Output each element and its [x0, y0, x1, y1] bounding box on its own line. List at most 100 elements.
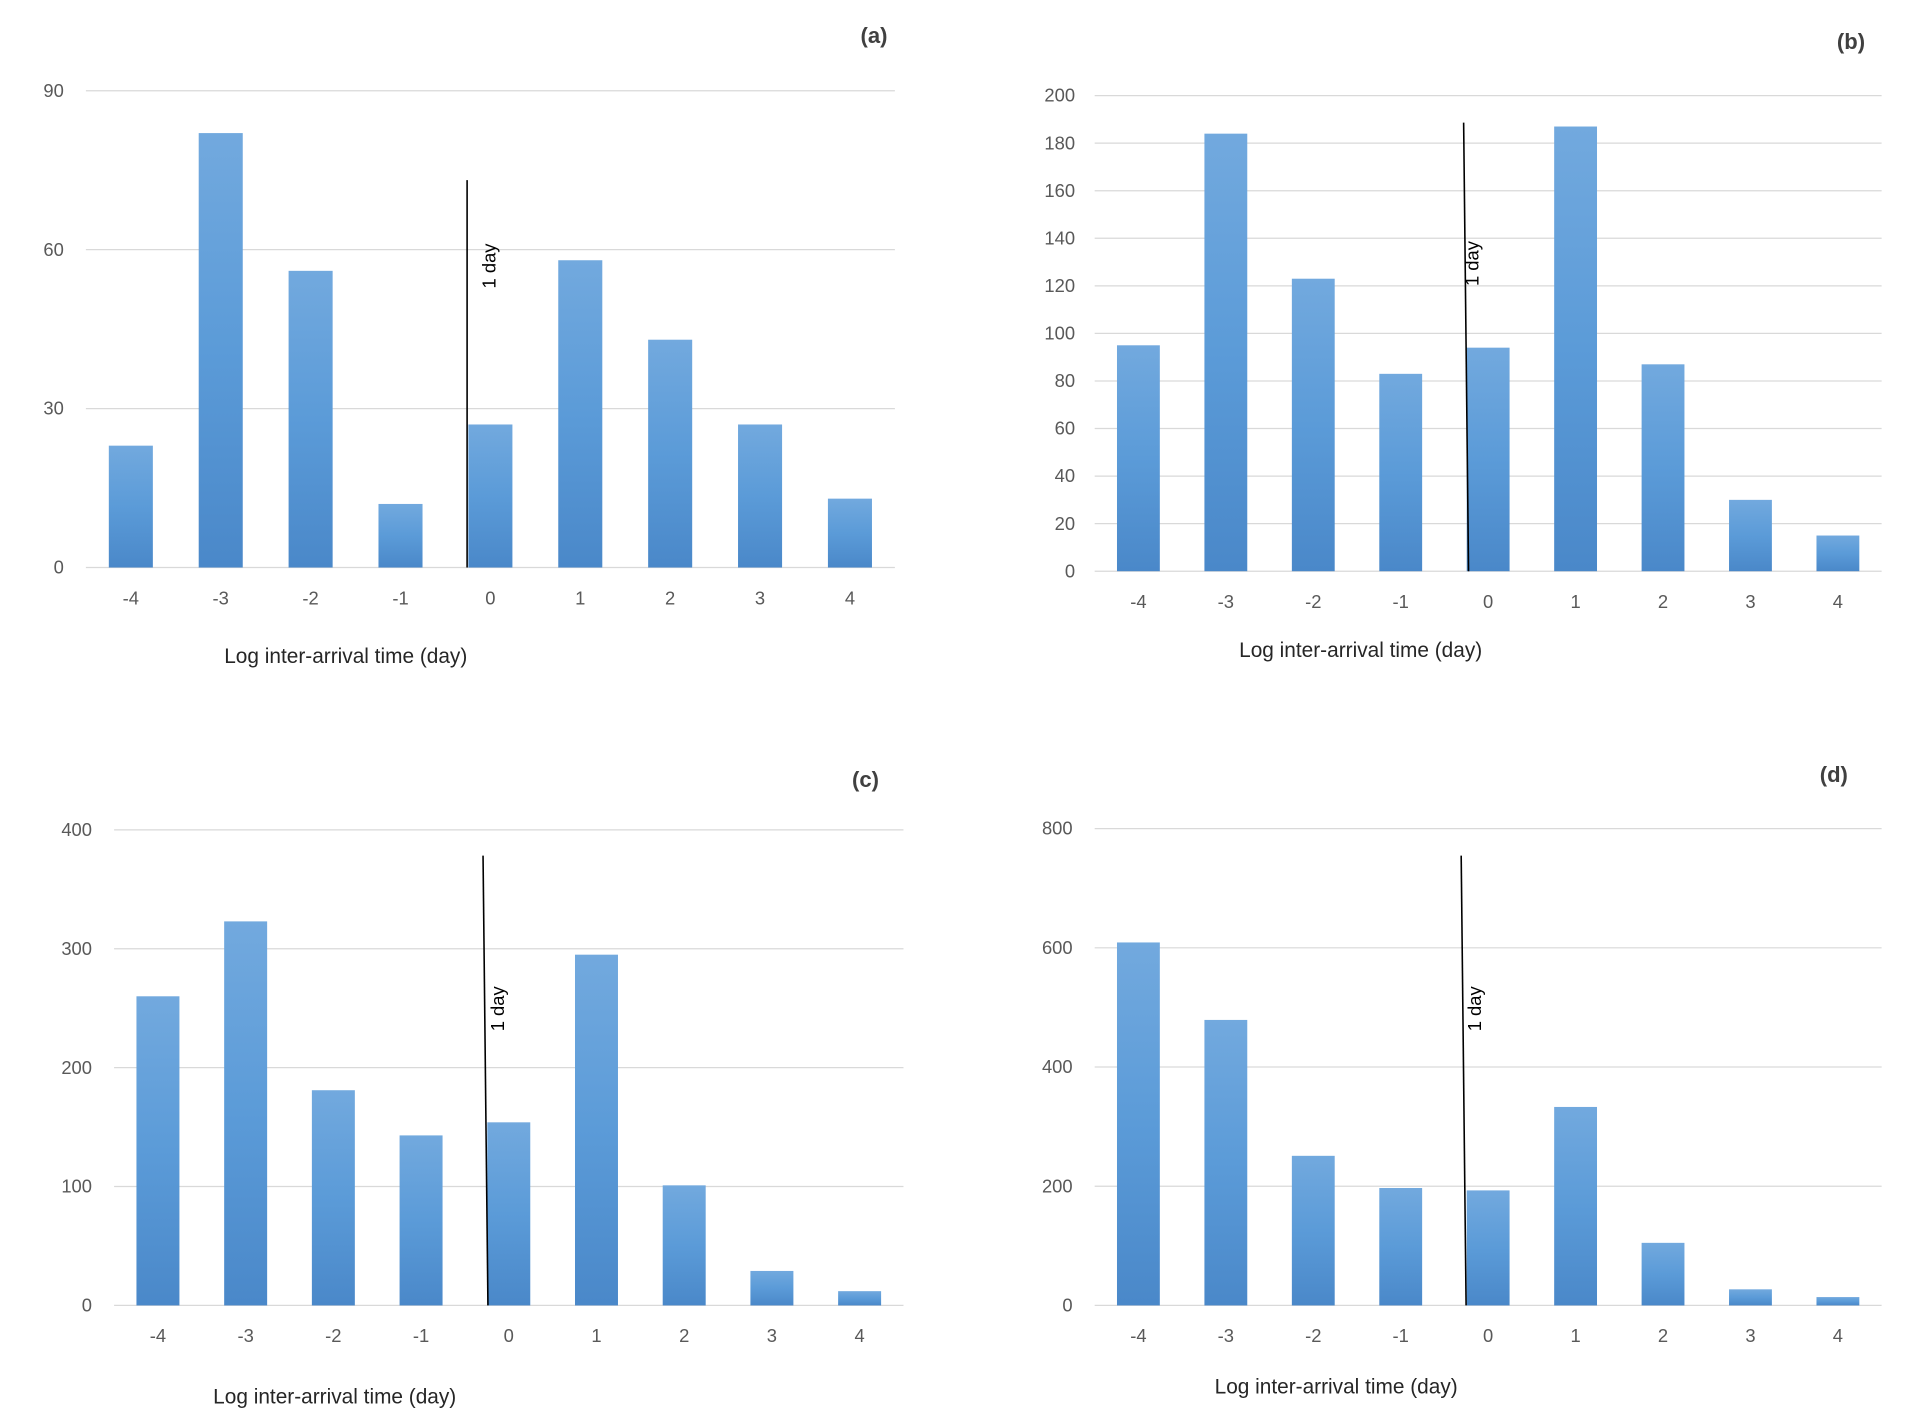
bar	[558, 260, 603, 568]
bar	[1466, 1190, 1510, 1306]
x-tick-label: -2	[302, 587, 318, 608]
bar	[750, 1270, 794, 1306]
y-tick-label: 0	[1062, 1295, 1072, 1316]
x-axis-title: Log inter-arrival time (day)	[1215, 1376, 1458, 1399]
bar	[108, 445, 153, 568]
x-tick-label: 2	[665, 587, 675, 608]
bar	[1379, 373, 1423, 572]
bar	[1729, 1289, 1772, 1306]
y-tick-label: 100	[61, 1176, 92, 1197]
y-tick-label: 400	[61, 819, 92, 840]
bar	[1291, 1155, 1335, 1306]
y-tick-label: 300	[61, 938, 92, 959]
bar	[1379, 1188, 1423, 1306]
y-tick-label: 200	[1042, 1175, 1073, 1196]
y-tick-label: 200	[1044, 85, 1075, 106]
y-tick-label: 0	[82, 1295, 92, 1316]
x-tick-label: -3	[1218, 591, 1234, 612]
x-tick-label: -4	[123, 587, 139, 608]
y-tick-label: 90	[43, 80, 63, 101]
x-tick-label: 4	[1833, 591, 1843, 612]
chart-panel-d: 0 200 400 600 800 -4 -3 -2 -1 0 1 2 3 4 1 day Log inter…	[1042, 762, 1882, 1399]
y-tick-label: 30	[43, 398, 63, 419]
y-tick-label: 400	[1042, 1056, 1073, 1077]
x-axis-title: Log inter-arrival time (day)	[1239, 639, 1482, 662]
bar	[487, 1122, 531, 1306]
bar	[1116, 942, 1160, 1306]
x-axis-title: Log inter-arrival time (day)	[213, 1385, 456, 1408]
x-axis-title: Log inter-arrival time (day)	[224, 645, 467, 668]
bar	[648, 339, 693, 568]
x-tick-label: -1	[1393, 591, 1409, 612]
x-tick-label: -1	[413, 1325, 429, 1346]
bar	[1466, 347, 1510, 572]
one-day-annotation: 1 day	[487, 986, 508, 1032]
x-tick-label: 3	[767, 1325, 777, 1346]
bar	[838, 1291, 882, 1306]
bar	[399, 1135, 443, 1306]
x-tick-label: 3	[1745, 1325, 1755, 1346]
y-tick-label: 0	[54, 557, 64, 578]
one-day-annotation: 1 day	[478, 243, 499, 289]
one-day-marker-line	[482, 855, 489, 1306]
panel-label: (c)	[852, 767, 879, 792]
bar	[1204, 133, 1248, 572]
x-tick-label: 3	[755, 587, 765, 608]
bar	[288, 270, 333, 568]
bar	[198, 133, 243, 568]
y-tick-label: 60	[1055, 418, 1075, 439]
x-tick-label: -4	[1130, 591, 1146, 612]
chart-panel-c: 0 100 200 300 400 -4 -3 -2 -1 0 1 2 3 4 1 day Log inter…	[61, 767, 904, 1408]
x-tick-label: -3	[213, 587, 229, 608]
x-tick-label: 1	[1570, 1325, 1580, 1346]
x-tick-label: 2	[1658, 1325, 1668, 1346]
y-tick-label: 80	[1055, 370, 1075, 391]
bar	[1816, 1297, 1860, 1306]
bar	[1291, 278, 1335, 572]
x-tick-label: 1	[575, 587, 585, 608]
one-day-marker-line	[1462, 122, 1470, 572]
x-tick-label: 2	[1658, 591, 1668, 612]
x-tick-label: -1	[392, 587, 408, 608]
y-tick-label: 140	[1044, 227, 1075, 248]
x-tick-label: 0	[485, 587, 495, 608]
bar	[468, 424, 513, 568]
panel-label: (d)	[1820, 762, 1848, 787]
bar	[1204, 1019, 1248, 1306]
x-tick-label: 1	[591, 1325, 601, 1346]
y-tick-label: 600	[1042, 937, 1073, 958]
chart-panel-a: 0 30 60 90 -4 -3 -2 -1 0 1 2 3 4 1 day Log inter-arriv…	[43, 23, 895, 668]
x-tick-label: -2	[1305, 1325, 1321, 1346]
chart-panel-b: 0 20 40 60 80 100 120 140 160 180 200 -4 -3 -2 -1 0 1 2 3 4…	[1044, 29, 1882, 662]
bar	[1116, 345, 1160, 572]
y-tick-label: 200	[61, 1057, 92, 1078]
bar	[1554, 1106, 1598, 1306]
bar	[662, 1185, 706, 1306]
y-tick-label: 20	[1055, 513, 1075, 534]
y-tick-label: 100	[1044, 323, 1075, 344]
x-tick-label: -1	[1393, 1325, 1409, 1346]
y-tick-label: 180	[1044, 132, 1075, 153]
x-tick-label: 0	[1483, 1325, 1493, 1346]
x-tick-label: 0	[1483, 591, 1493, 612]
bar	[311, 1090, 355, 1306]
y-tick-label: 60	[43, 239, 63, 260]
y-tick-label: 800	[1042, 818, 1073, 839]
x-tick-label: -3	[1218, 1325, 1234, 1346]
y-tick-label: 160	[1044, 180, 1075, 201]
y-tick-label: 120	[1044, 275, 1075, 296]
one-day-marker-line	[1460, 855, 1467, 1306]
x-tick-label: 4	[1833, 1325, 1843, 1346]
x-tick-label: 0	[504, 1325, 514, 1346]
panel-label: (b)	[1837, 29, 1865, 54]
panel-label: (a)	[861, 23, 888, 48]
one-day-annotation: 1 day	[1464, 986, 1485, 1032]
y-tick-label: 0	[1065, 560, 1075, 581]
x-tick-label: 2	[679, 1325, 689, 1346]
bar	[1816, 535, 1860, 572]
x-tick-label: -2	[1305, 591, 1321, 612]
bar	[378, 503, 423, 568]
bar	[1641, 1242, 1685, 1306]
bar	[1729, 499, 1772, 572]
